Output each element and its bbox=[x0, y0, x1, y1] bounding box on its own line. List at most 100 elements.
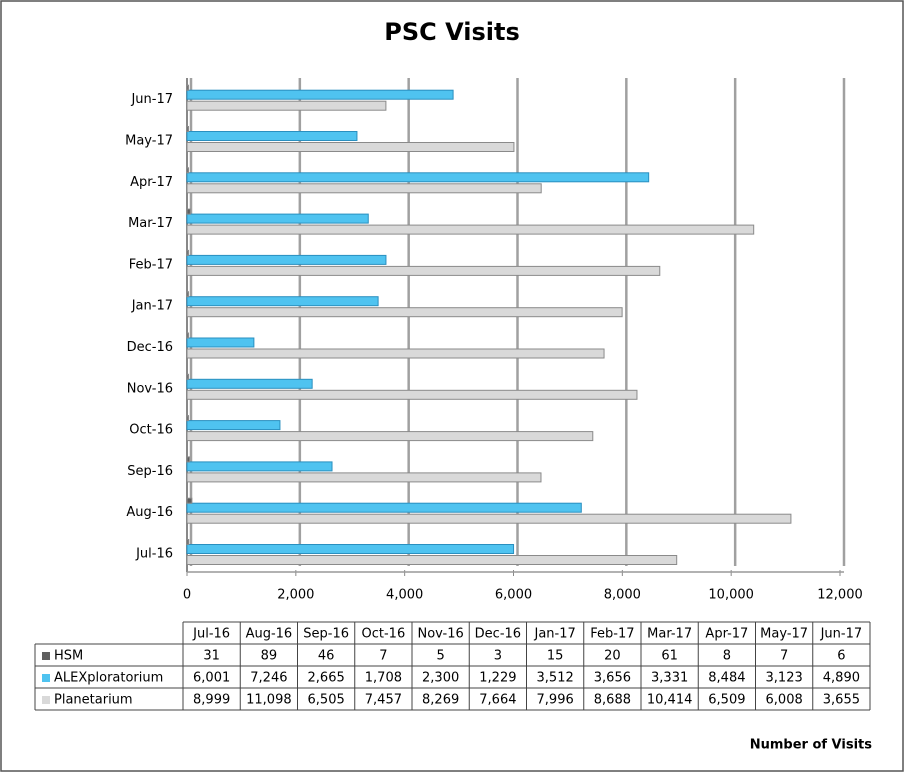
table-cell: 1,229 bbox=[479, 671, 516, 686]
y-tick-label: Mar-17 bbox=[128, 216, 173, 231]
table-header: Sep-16 bbox=[303, 627, 349, 642]
x-axis-title: Number of Visits bbox=[750, 738, 873, 753]
legend-swatch bbox=[42, 652, 50, 660]
table-cell: 15 bbox=[547, 649, 564, 664]
table-cell: 3,123 bbox=[766, 671, 803, 686]
bar bbox=[186, 337, 255, 348]
x-tick-label: 2,000 bbox=[277, 588, 314, 603]
table-cell: 1,708 bbox=[365, 671, 402, 686]
bar bbox=[186, 420, 281, 431]
bar bbox=[186, 296, 379, 307]
bar bbox=[186, 431, 594, 442]
table-cell: 6,008 bbox=[766, 693, 803, 708]
table-cell: 2,665 bbox=[308, 671, 345, 686]
table-cell: 6,509 bbox=[708, 693, 745, 708]
table-cell: 2,300 bbox=[422, 671, 459, 686]
bar bbox=[186, 539, 190, 545]
chart-title: PSC Visits bbox=[384, 18, 520, 46]
table-header: Mar-17 bbox=[647, 627, 692, 642]
table-header: Apr-17 bbox=[705, 627, 748, 642]
bar bbox=[186, 100, 387, 111]
bar bbox=[186, 461, 333, 472]
bar bbox=[186, 307, 623, 318]
table-header: Aug-16 bbox=[246, 627, 293, 642]
table-cell: 31 bbox=[203, 649, 220, 664]
table-cell: 6 bbox=[837, 649, 845, 664]
bar bbox=[186, 213, 369, 224]
table-header: Feb-17 bbox=[590, 627, 634, 642]
table-cell: 5 bbox=[436, 649, 444, 664]
table-header: Dec-16 bbox=[475, 627, 521, 642]
table-header: May-17 bbox=[760, 627, 808, 642]
table-cell: 3 bbox=[494, 649, 502, 664]
bar bbox=[186, 373, 189, 380]
bar bbox=[186, 167, 189, 174]
table-cell: 6,001 bbox=[193, 671, 230, 686]
x-tick-label: 0 bbox=[183, 588, 191, 603]
bar bbox=[186, 291, 189, 298]
bar bbox=[186, 415, 189, 422]
table-header: Nov-16 bbox=[417, 627, 463, 642]
table-cell: 7,457 bbox=[365, 693, 402, 708]
y-tick-label: Nov-16 bbox=[127, 381, 173, 396]
x-tick-label: 4,000 bbox=[386, 588, 423, 603]
y-tick-label: Jun-17 bbox=[130, 92, 173, 107]
bar bbox=[186, 555, 678, 565]
x-tick-label: 8,000 bbox=[604, 588, 641, 603]
bar bbox=[186, 378, 313, 389]
table-cell: 20 bbox=[604, 649, 621, 664]
bar bbox=[186, 497, 193, 504]
table-cell: 3,512 bbox=[537, 671, 574, 686]
bar bbox=[186, 131, 358, 141]
table-header: Oct-16 bbox=[362, 627, 406, 642]
table-cell: 10,414 bbox=[647, 693, 693, 708]
bar bbox=[186, 472, 542, 483]
legend-label: Planetarium bbox=[54, 693, 133, 708]
table-cell: 8,484 bbox=[708, 671, 745, 686]
table-header: Jul-16 bbox=[192, 627, 230, 642]
bar bbox=[186, 348, 605, 359]
table-cell: 7 bbox=[780, 649, 788, 664]
y-tick-label: Feb-17 bbox=[129, 257, 173, 272]
bar bbox=[186, 502, 582, 513]
legend-label: ALEXploratorium bbox=[54, 671, 163, 686]
x-tick-label: 12,000 bbox=[817, 588, 863, 603]
bar bbox=[186, 183, 542, 194]
table-cell: 6,505 bbox=[308, 693, 345, 708]
table-cell: 7,996 bbox=[537, 693, 574, 708]
bar bbox=[186, 208, 191, 215]
table-cell: 46 bbox=[318, 649, 335, 664]
table-cell: 8 bbox=[723, 649, 731, 664]
y-tick-label: Aug-16 bbox=[126, 505, 173, 520]
table-header: Jan-17 bbox=[533, 627, 575, 642]
bar bbox=[186, 84, 189, 91]
bar bbox=[186, 126, 189, 132]
y-tick-label: Sep-16 bbox=[127, 464, 173, 479]
bar bbox=[186, 254, 387, 265]
legend-swatch bbox=[42, 674, 50, 682]
bar bbox=[186, 142, 515, 152]
table-cell: 7,246 bbox=[250, 671, 287, 686]
bar bbox=[186, 89, 454, 100]
y-tick-label: Oct-16 bbox=[129, 423, 173, 438]
bar bbox=[186, 544, 515, 554]
x-tick-label: 6,000 bbox=[495, 588, 532, 603]
table-cell: 4,890 bbox=[823, 671, 860, 686]
table-cell: 7 bbox=[379, 649, 387, 664]
y-tick-label: Jan-17 bbox=[131, 299, 173, 314]
table-cell: 8,269 bbox=[422, 693, 459, 708]
table-cell: 8,688 bbox=[594, 693, 631, 708]
table-header: Jun-17 bbox=[820, 627, 863, 642]
y-tick-label: May-17 bbox=[125, 134, 173, 149]
table-cell: 89 bbox=[261, 649, 278, 664]
y-tick-label: Apr-17 bbox=[130, 175, 173, 190]
bar bbox=[186, 265, 661, 276]
y-tick-label: Jul-16 bbox=[135, 547, 173, 562]
table-cell: 61 bbox=[661, 649, 678, 664]
bar bbox=[186, 249, 189, 256]
table-cell: 3,656 bbox=[594, 671, 631, 686]
legend-swatch bbox=[42, 696, 50, 704]
table-cell: 3,655 bbox=[823, 693, 860, 708]
bar bbox=[186, 224, 755, 235]
